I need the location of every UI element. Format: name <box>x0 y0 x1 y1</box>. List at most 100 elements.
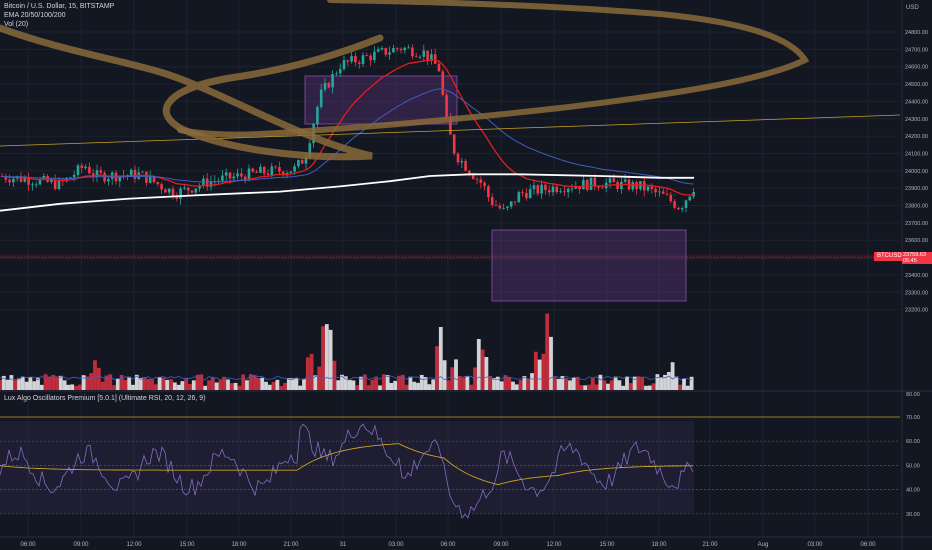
osc-tick-label: 30.00 <box>906 512 920 518</box>
candle-body <box>12 178 15 183</box>
signal-line <box>0 443 693 486</box>
candle-body <box>566 188 570 193</box>
candle-body <box>551 186 555 193</box>
volume-bar <box>275 379 280 390</box>
volume-bar <box>454 359 458 390</box>
candle-body <box>665 193 669 195</box>
candle-body <box>384 47 388 55</box>
candle-body <box>270 166 274 176</box>
price-tick-label: 24800.00 <box>905 30 928 36</box>
osc-background <box>0 421 694 513</box>
volume-bar <box>347 379 352 390</box>
candle-body <box>578 186 581 190</box>
candle-body <box>414 56 418 58</box>
volume-bar <box>245 380 249 390</box>
candle-body <box>430 54 433 60</box>
volume-bar <box>590 378 595 390</box>
volume-bar <box>195 374 200 390</box>
candle-body <box>133 169 137 179</box>
volume-bar <box>74 385 78 390</box>
candle-body <box>175 197 179 199</box>
volume-bar <box>138 377 143 390</box>
volume-bar <box>332 360 337 390</box>
candle-body <box>589 177 593 190</box>
candle-body <box>259 166 262 173</box>
volume-bar <box>199 374 204 390</box>
rectangle-drawings[interactable] <box>304 75 687 302</box>
volume-bar <box>180 381 185 390</box>
volume-bar <box>564 378 569 390</box>
volume-bar <box>214 382 219 390</box>
candle-body <box>186 187 190 191</box>
candle-body <box>582 179 585 190</box>
freehand-stroke-2 <box>177 0 810 138</box>
time-tick-label: 09:00 <box>73 542 89 548</box>
volume-bar <box>313 375 318 390</box>
volume-bar <box>400 374 405 390</box>
candle-body <box>475 178 479 180</box>
price-tick-label: 24300.00 <box>905 117 928 123</box>
volume-bar <box>659 377 664 390</box>
oscillator-pane: 70.00 60.00 50.00 40.00 30.00 <box>0 415 920 519</box>
candle-body <box>669 194 673 202</box>
volume-bar <box>571 377 576 390</box>
volume-bar <box>157 377 162 390</box>
candle-body <box>354 55 357 63</box>
volume-bar <box>343 376 348 390</box>
candle-body <box>243 176 247 181</box>
ema-legend[interactable]: EMA 20/50/100/200 <box>4 12 66 19</box>
volume-bar <box>370 379 375 390</box>
volume-bar <box>271 381 276 390</box>
volume-bar <box>336 380 341 390</box>
candle-body <box>95 170 99 177</box>
candle-body <box>198 185 201 189</box>
candle-body <box>236 173 239 177</box>
volume-bar <box>450 367 455 390</box>
ema-lines <box>0 59 694 212</box>
rectangle-top <box>304 75 458 125</box>
candle-body <box>456 153 460 163</box>
candle-body <box>513 201 517 203</box>
price-tick-label: 24400.00 <box>905 99 928 105</box>
candle-body <box>570 188 574 190</box>
volume-bar <box>541 353 546 390</box>
freehand-drawings[interactable] <box>0 0 901 161</box>
candle-body <box>593 177 597 187</box>
candle-body <box>129 169 133 176</box>
volume-bar <box>58 375 63 390</box>
volume-bar <box>104 375 109 390</box>
volume-bar <box>617 380 622 390</box>
candles[interactable] <box>0 44 695 213</box>
price-tick-label: 23400.00 <box>905 273 928 279</box>
volume-bar <box>655 374 660 390</box>
volume-bar <box>530 373 534 390</box>
volume-bar <box>651 383 656 390</box>
volume-bar <box>423 377 428 390</box>
volume-legend[interactable]: Vol (20) <box>4 21 29 28</box>
candle-body <box>164 189 167 193</box>
candle-body <box>487 186 490 198</box>
current-price-label: 23759.63 05:45 <box>902 252 932 264</box>
time-tick-label: 15:00 <box>179 542 195 548</box>
candle-body <box>141 171 144 173</box>
candle-body <box>319 89 323 107</box>
oscillator-legend[interactable]: Lux Algo Oscillators Premium [5.0.1] (Ul… <box>4 395 206 402</box>
candle-body <box>327 82 331 88</box>
candle-body <box>194 188 198 193</box>
price-tick-label: 23700.00 <box>905 221 928 227</box>
volume-bar <box>461 377 466 390</box>
volume-bar <box>378 385 382 390</box>
candle-body <box>646 186 650 191</box>
candle-body <box>506 206 509 208</box>
price-tick-label: 24200.00 <box>905 134 928 140</box>
volume-bar <box>621 385 626 390</box>
symbol-title[interactable]: Bitcoin / U.S. Dollar, 15, BITSTAMP <box>4 3 115 10</box>
volume-bar <box>267 384 272 390</box>
volume-bar <box>579 385 584 390</box>
volume-bar <box>264 381 268 390</box>
candle-body <box>300 160 304 164</box>
volume-bar <box>473 367 477 390</box>
volume-bar <box>613 376 618 390</box>
